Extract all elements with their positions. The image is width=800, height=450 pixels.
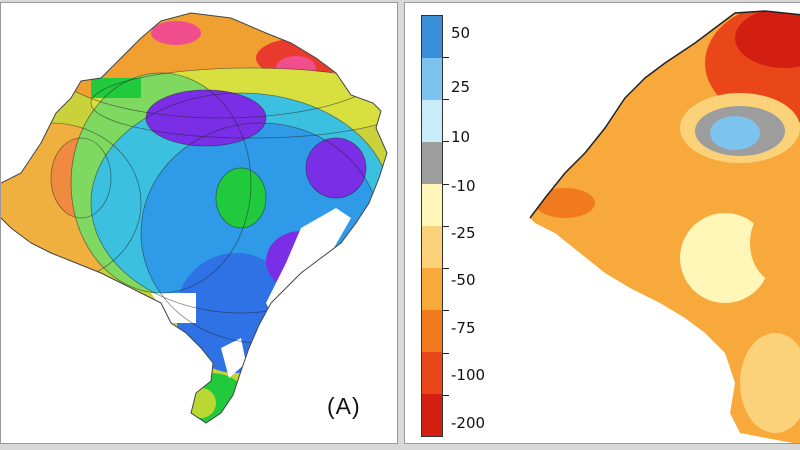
colorbar-label: -75	[451, 319, 476, 337]
colorbar-label: 25	[451, 78, 471, 96]
colorbar-tick	[443, 99, 449, 100]
state-border-b	[529, 10, 800, 219]
colorbar-label: -25	[451, 224, 476, 242]
colorbar-class	[422, 394, 442, 436]
colorbar-class	[422, 352, 442, 394]
colorbar-tick	[443, 353, 449, 354]
colorbar-label: -200	[451, 414, 486, 432]
colorbar-label: -10	[451, 177, 476, 195]
colorbar-label: 10	[451, 128, 471, 146]
colorbar-tick	[443, 310, 449, 311]
panel-b: 50 25 10 -10 -25 -50 -75 -100 -200	[404, 2, 800, 444]
region-yellow	[680, 213, 770, 303]
colorbar-class	[422, 310, 442, 352]
map-b	[529, 10, 800, 443]
panel-a: (A)	[0, 2, 398, 444]
colorbar-class	[422, 100, 442, 142]
colorbar-class	[422, 142, 442, 184]
colorbar-class	[422, 16, 442, 58]
contour-green-center	[216, 168, 266, 228]
map-a	[1, 12, 388, 424]
colorbar-tick	[443, 226, 449, 227]
colorbar-class	[422, 184, 442, 226]
state-border-a	[1, 12, 388, 424]
colorbar-class	[422, 226, 442, 268]
colorbar-label: -50	[451, 271, 476, 289]
colorbar-tick	[443, 395, 449, 396]
region-blue	[710, 116, 760, 150]
colorbar-tick	[443, 57, 449, 58]
colorbar-class	[422, 58, 442, 100]
colorbar-label: 50	[451, 24, 471, 42]
colorbar-tick	[443, 141, 449, 142]
colorbar-tick	[443, 184, 449, 185]
panel-label-a: (A)	[327, 393, 361, 419]
colorbar-tick	[443, 268, 449, 269]
colorbar-label: -100	[451, 366, 486, 384]
contour-purple-east	[306, 138, 366, 198]
colorbar-class	[422, 268, 442, 310]
colorbar	[421, 15, 443, 437]
